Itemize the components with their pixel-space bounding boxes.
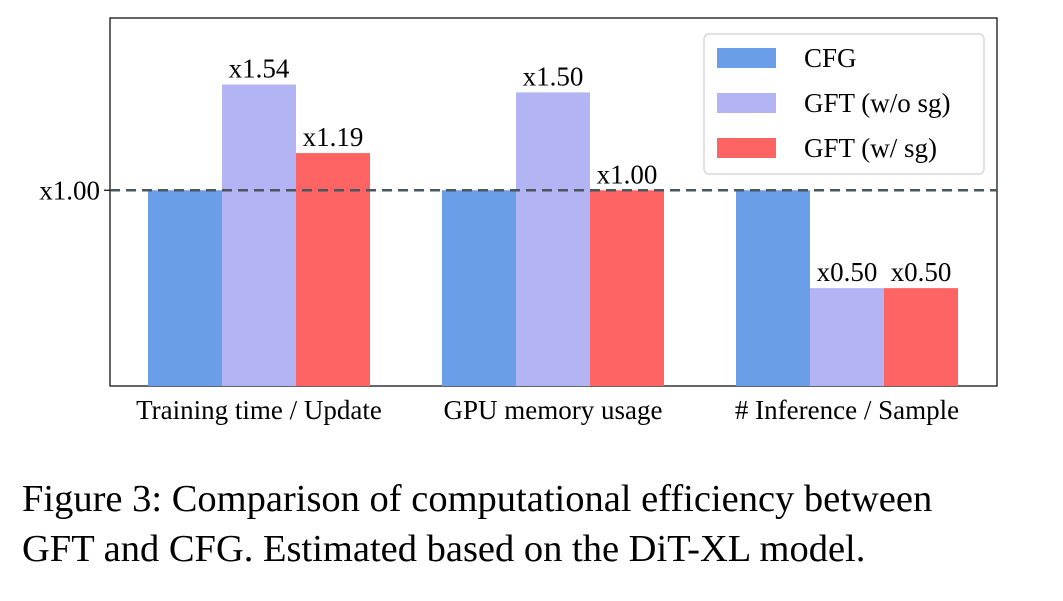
bar-gft-w-sg--1 xyxy=(590,190,664,386)
x-tick-label: # Inference / Sample xyxy=(735,395,959,425)
figure-caption: Figure 3: Comparison of computational ef… xyxy=(22,474,1052,574)
x-tick-label: Training time / Update xyxy=(136,395,382,425)
legend-swatch xyxy=(717,48,776,68)
data-label: x0.50 xyxy=(817,257,878,287)
labels-layer: x1.54 x1.19 x1.50 x1.00 x0.50 x0.50 xyxy=(229,54,952,288)
reference-line-label: x1.00 xyxy=(39,175,100,205)
legend-entry: GFT (w/o sg) xyxy=(804,88,951,118)
bar-cfg-1 xyxy=(442,190,516,386)
bar-gft-w-o-sg--2 xyxy=(810,288,884,386)
data-label: x1.54 xyxy=(229,54,290,84)
bar-gft-w-o-sg--1 xyxy=(516,92,590,386)
bar-cfg-2 xyxy=(736,190,810,386)
bar-gft-w-sg--2 xyxy=(884,288,958,386)
legend-swatch xyxy=(717,138,776,158)
bar-gft-w-o-sg--0 xyxy=(222,84,296,386)
legend-swatch xyxy=(717,93,776,113)
legend-entry: CFG xyxy=(804,43,857,73)
legend: CFG GFT (w/o sg) GFT (w/ sg) xyxy=(703,33,985,175)
data-label: x1.00 xyxy=(597,159,658,189)
bar-cfg-0 xyxy=(148,190,222,386)
x-tick-labels: Training time / Update GPU memory usage # … xyxy=(136,395,959,425)
data-label: x1.50 xyxy=(523,61,584,91)
data-label: x1.19 xyxy=(303,122,364,152)
x-tick-label: GPU memory usage xyxy=(444,395,663,425)
data-label: x0.50 xyxy=(891,257,952,287)
legend-entry: GFT (w/ sg) xyxy=(804,133,937,163)
caption-line-2: GFT and CFG. Estimated based on the DiT-… xyxy=(22,528,866,570)
bar-gft-w-sg--0 xyxy=(296,153,370,386)
bar-chart: x1.54 x1.19 x1.50 x1.00 x0.50 x0.50 x1.00 Tra… xyxy=(39,17,998,425)
caption-line-1: Figure 3: Comparison of computational ef… xyxy=(22,478,933,520)
bars-layer xyxy=(148,84,958,386)
